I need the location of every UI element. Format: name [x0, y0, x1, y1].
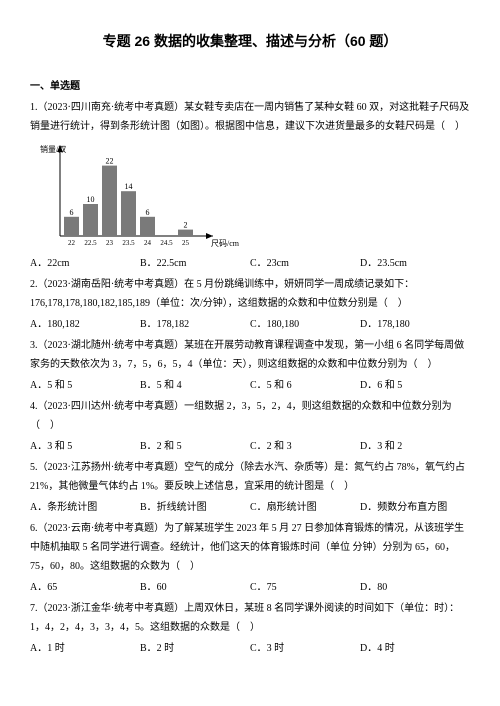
- option-a: A．1 时: [30, 639, 140, 658]
- question-3-stem: 3.（2023·湖北随州·统考中考真题）某班在开展劳动教育课程调查中发现，第一小…: [30, 336, 470, 374]
- svg-text:6: 6: [146, 207, 150, 216]
- svg-text:22.5: 22.5: [84, 239, 97, 247]
- option-c: C．3 时: [250, 639, 360, 658]
- option-c: C．75: [250, 578, 360, 597]
- section-heading: 一、单选题: [30, 77, 470, 96]
- option-b: B．折线统计图: [140, 498, 250, 517]
- svg-text:22: 22: [68, 239, 76, 247]
- svg-text:销量/双: 销量/双: [40, 144, 66, 154]
- question-6-options: A．65 B．60 C．75 D．80: [30, 578, 470, 597]
- question-7-stem: 7.（2023·浙江金华·统考中考真题）上周双休日，某班 8 名同学课外阅读的时…: [30, 599, 470, 637]
- svg-text:25: 25: [182, 239, 190, 247]
- option-b: B．2 和 5: [140, 437, 250, 456]
- option-b: B．60: [140, 578, 250, 597]
- svg-text:10: 10: [87, 195, 95, 204]
- option-c: C．2 和 3: [250, 437, 360, 456]
- question-4-stem: 4.（2023·四川达州·统考中考真题）一组数据 2，3，5，2，4，则这组数据…: [30, 397, 470, 435]
- option-b: B．5 和 4: [140, 376, 250, 395]
- option-d: D．23.5cm: [360, 254, 470, 273]
- svg-text:14: 14: [125, 182, 133, 191]
- option-d: D．80: [360, 578, 470, 597]
- question-1-stem: 1.（2023·四川南充·统考中考真题）某女鞋专卖店在一周内销售了某种女鞋 60…: [30, 98, 470, 136]
- option-d: D．频数分布直方图: [360, 498, 470, 517]
- option-b: B．178,182: [140, 315, 250, 334]
- option-b: B．22.5cm: [140, 254, 250, 273]
- question-2-stem: 2.（2023·湖南岳阳·统考中考真题）在 5 月份跳绳训练中，妍妍同学一周成绩…: [30, 275, 470, 313]
- svg-text:尺码/cm: 尺码/cm: [211, 239, 240, 248]
- option-a: A．180,182: [30, 315, 140, 334]
- svg-text:23: 23: [106, 239, 114, 247]
- option-c: C．扇形统计图: [250, 498, 360, 517]
- option-a: A．22cm: [30, 254, 140, 273]
- page-title: 专题 26 数据的收集整理、描述与分析（60 题）: [30, 28, 470, 55]
- option-c: C．5 和 6: [250, 376, 360, 395]
- question-3-options: A．5 和 5 B．5 和 4 C．5 和 6 D．6 和 5: [30, 376, 470, 395]
- bar-chart: 销量/双尺码/cm6221022.522231423.562424.5225: [40, 142, 220, 252]
- question-2-options: A．180,182 B．178,182 C．180,180 D．178,180: [30, 315, 470, 334]
- option-a: A．5 和 5: [30, 376, 140, 395]
- question-5-stem: 5.（2023·江苏扬州·统考中考真题）空气的成分（除去水汽、杂质等）是：氮气约…: [30, 458, 470, 496]
- option-b: B．2 时: [140, 639, 250, 658]
- option-d: D．6 和 5: [360, 376, 470, 395]
- option-d: D．3 和 2: [360, 437, 470, 456]
- option-a: A．条形统计图: [30, 498, 140, 517]
- question-6-stem: 6.（2023·云南·统考中考真题）为了解某班学生 2023 年 5 月 27 …: [30, 519, 470, 576]
- option-a: A．65: [30, 578, 140, 597]
- question-4-options: A．3 和 5 B．2 和 5 C．2 和 3 D．3 和 2: [30, 437, 470, 456]
- svg-text:23.5: 23.5: [122, 239, 135, 247]
- svg-text:6: 6: [70, 207, 74, 216]
- option-c: C．23cm: [250, 254, 360, 273]
- option-d: D．178,180: [360, 315, 470, 334]
- svg-text:22: 22: [106, 156, 114, 165]
- svg-text:24.5: 24.5: [160, 239, 173, 247]
- option-c: C．180,180: [250, 315, 360, 334]
- svg-text:2: 2: [184, 220, 188, 229]
- option-d: D．4 时: [360, 639, 470, 658]
- question-5-options: A．条形统计图 B．折线统计图 C．扇形统计图 D．频数分布直方图: [30, 498, 470, 517]
- question-7-options: A．1 时 B．2 时 C．3 时 D．4 时: [30, 639, 470, 658]
- svg-text:24: 24: [144, 239, 152, 247]
- question-1-options: A．22cm B．22.5cm C．23cm D．23.5cm: [30, 254, 470, 273]
- option-a: A．3 和 5: [30, 437, 140, 456]
